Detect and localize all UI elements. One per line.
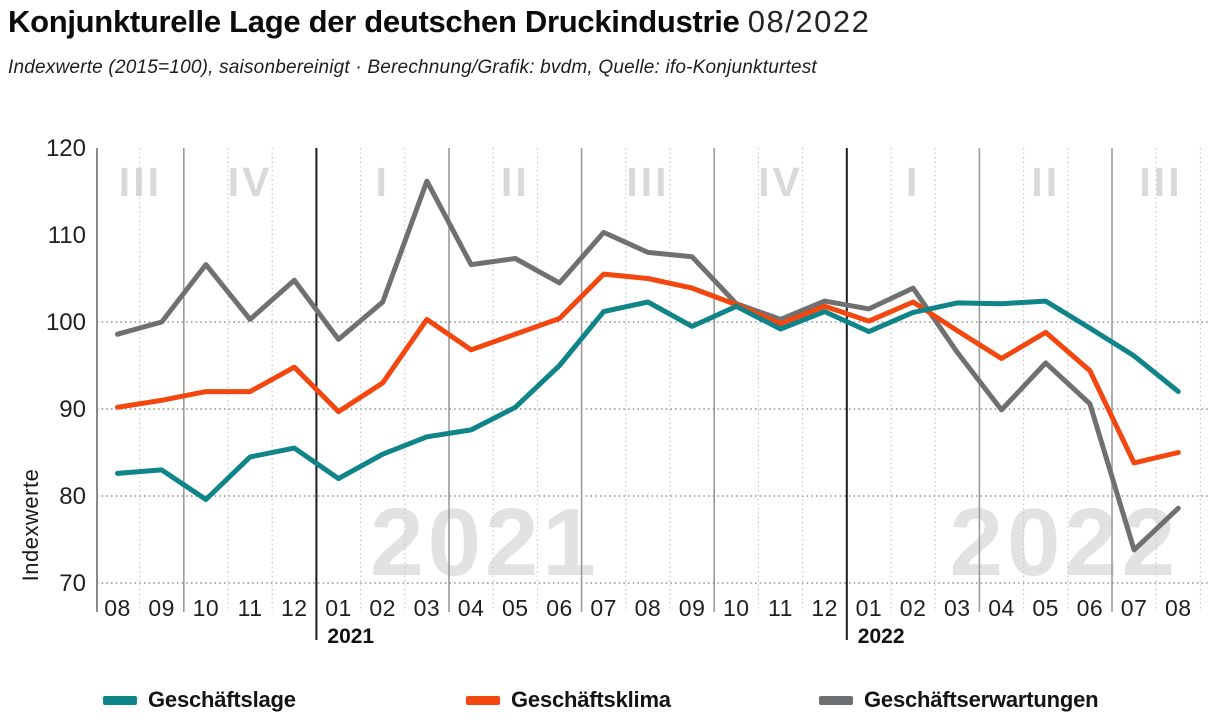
watermark-2022: 2022: [950, 489, 1180, 596]
x-month-label: 02: [900, 595, 927, 621]
x-month-label: 01: [856, 595, 883, 621]
x-month-label: 03: [944, 595, 971, 621]
quarter-label-IV: IV: [758, 159, 803, 205]
legend-swatch-geschaeftsklima: [466, 695, 500, 705]
legend-swatch-geschaeftslage: [103, 695, 137, 705]
y-tick-label-100: 100: [46, 309, 86, 336]
x-month-label: 07: [1121, 595, 1148, 621]
quarter-label-IV: IV: [228, 159, 273, 205]
quarter-label-I: I: [375, 159, 389, 205]
watermark-2021: 2021: [370, 489, 600, 596]
x-month-label: 10: [193, 595, 220, 621]
title-period: 08/2022: [747, 4, 871, 39]
x-month-label: 05: [502, 595, 529, 621]
legend-label: Geschäftserwartungen: [864, 687, 1099, 712]
quarter-label-III: III: [119, 159, 162, 205]
series-line-geschftserwartungen: [115, 178, 1181, 553]
quarter-label-III: III: [626, 159, 669, 205]
x-month-label: 03: [414, 595, 441, 621]
x-month-label: 12: [281, 595, 308, 621]
legend-swatch-geschaeftserwartungen: [819, 695, 853, 705]
x-month-label: 10: [723, 595, 750, 621]
subtitle: Indexwerte (2015=100), saisonbereinigt ·…: [8, 57, 817, 78]
legend-item-geschaeftserwartungen: Geschäftserwartungen: [819, 687, 1099, 713]
x-month-label: 02: [369, 595, 396, 621]
x-month-label: 04: [458, 595, 485, 621]
x-month-label: 01: [325, 595, 352, 621]
y-tick-label-120: 120: [46, 135, 86, 162]
x-month-label: 11: [238, 595, 263, 621]
title-text: Konjunkturelle Lage der deutschen Drucki…: [8, 4, 740, 39]
y-axis-title: Indexwerte: [18, 469, 43, 582]
x-month-label: 05: [1032, 595, 1059, 621]
y-tick-label-90: 90: [59, 396, 86, 423]
x-month-label: 04: [988, 595, 1015, 621]
quarter-label-I: I: [906, 159, 920, 205]
x-month-label: 09: [148, 595, 175, 621]
y-tick-label-70: 70: [59, 570, 86, 597]
x-month-label: 08: [104, 595, 131, 621]
x-month-label: 09: [679, 595, 706, 621]
year-label-2022: 2022: [858, 625, 905, 648]
x-month-label: 08: [635, 595, 662, 621]
page-title: Konjunkturelle Lage der deutschen Drucki…: [8, 4, 870, 40]
x-month-label: 11: [768, 595, 793, 621]
legend-item-geschaeftslage: Geschäftslage: [103, 687, 296, 713]
x-month-label: 07: [590, 595, 617, 621]
legend-label: Geschäftslage: [148, 687, 296, 712]
quarter-label-II: II: [1031, 159, 1060, 205]
quarter-label-III: III: [1139, 159, 1182, 205]
legend-label: Geschäftsklima: [511, 687, 671, 712]
year-label-2021: 2021: [327, 625, 374, 648]
series-line-geschftslage: [115, 298, 1181, 502]
y-tick-label-80: 80: [59, 483, 86, 510]
series-line-geschftsklima: [115, 271, 1181, 466]
x-month-label: 06: [1077, 595, 1104, 621]
x-month-label: 08: [1165, 595, 1192, 621]
x-month-label: 06: [546, 595, 573, 621]
legend-item-geschaeftsklima: Geschäftsklima: [466, 687, 671, 713]
x-month-label: 12: [811, 595, 838, 621]
quarter-label-II: II: [501, 159, 530, 205]
y-tick-label-110: 110: [48, 222, 86, 249]
